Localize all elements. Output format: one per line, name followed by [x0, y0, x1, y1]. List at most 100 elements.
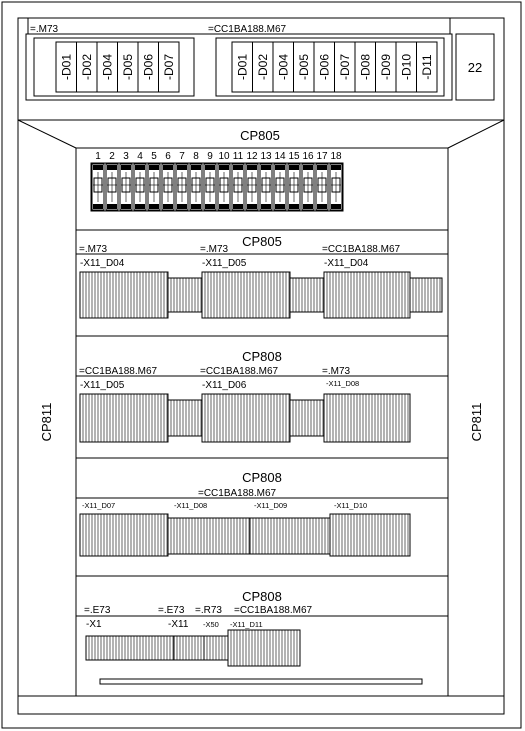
terminal-number: 9	[207, 151, 213, 162]
terminal-number: 10	[218, 151, 230, 162]
section-2-block-3-label: -X11_D08	[326, 379, 359, 388]
module-label: -D07	[338, 54, 352, 80]
module-label: -D02	[256, 54, 270, 80]
terminal-cell	[175, 163, 189, 211]
module-label: -D08	[358, 54, 372, 80]
bottom-bar	[99, 678, 423, 685]
terminal-cell	[259, 163, 273, 211]
section-3-title: CP808	[242, 470, 282, 485]
terminal-block-large	[201, 271, 291, 319]
terminal-cell	[315, 163, 329, 211]
terminal-block-small	[289, 399, 325, 437]
module-cell	[416, 41, 438, 93]
terminal-block-small	[409, 277, 443, 313]
terminal-number: 14	[274, 151, 286, 162]
terminal-cell	[231, 163, 245, 211]
side-label-left: CP811	[39, 403, 54, 442]
terminal-cell	[329, 163, 343, 211]
section-3-block-3-label: -X11_D09	[254, 501, 287, 510]
section-2-tag-2: =CC1BA188.M67	[200, 366, 279, 377]
section-4-block-2-label: -X11	[168, 619, 189, 630]
section-2-block-2-label: -X11_D06	[202, 380, 247, 391]
section-4-block-4-label: -X11_D11	[230, 620, 263, 629]
terminal-block-small	[289, 277, 325, 313]
section-1-block-3-label: -X11_D04	[324, 258, 369, 269]
terminal-rails	[79, 271, 443, 667]
terminal-number: 16	[302, 151, 314, 162]
header-title: CP805	[240, 128, 280, 143]
terminal-number: 8	[193, 151, 199, 162]
section-3-block-4-label: -X11_D10	[334, 501, 367, 510]
terminal-number: 7	[179, 151, 185, 162]
terminal-cell	[119, 163, 133, 211]
terminal-cell	[189, 163, 203, 211]
section-4-block-1-label: -X1	[86, 619, 102, 630]
module-label: -D05	[297, 54, 311, 80]
module-label: -D01	[235, 54, 249, 80]
module-label: -D06	[317, 54, 331, 80]
terminal-cell	[273, 163, 287, 211]
terminal-block-large	[201, 393, 291, 443]
terminal-block-small	[173, 635, 205, 661]
terminal-number: 11	[233, 151, 244, 162]
terminal-block-large	[323, 271, 411, 319]
terminal-cell	[147, 163, 161, 211]
section-3-block-1-label: -X11_D07	[82, 501, 115, 510]
left-module-group: -D01 -D02 -D04 -D05 -D06 -D07	[33, 37, 195, 97]
section-4-tag-4: =CC1BA188.M67	[234, 605, 313, 616]
module-label: -D06	[141, 54, 155, 80]
section-2-block-1-label: -X11_D05	[80, 380, 125, 391]
terminal-cell	[91, 163, 105, 211]
left-group-tag: =.M73	[30, 24, 59, 35]
right-module-group: -D01 -D02 -D04 -D05 -D06 -D07 -D08 -D09 -D10 -D11	[215, 37, 445, 97]
section-4-block-3-label: -X50	[203, 620, 219, 629]
section-2-title: CP808	[242, 349, 282, 364]
terminal-number: 1	[95, 151, 101, 162]
terminal-number: 5	[151, 151, 157, 162]
terminal-block-small	[167, 399, 203, 437]
terminal-block-large	[79, 271, 169, 319]
terminal-block-large	[79, 513, 169, 557]
terminal-cell	[133, 163, 147, 211]
terminal-number: 6	[165, 151, 171, 162]
box-number: 22	[468, 60, 482, 75]
section-2-tag-3: =.M73	[322, 366, 351, 377]
terminal-number: 4	[137, 151, 143, 162]
terminal-number: 2	[109, 151, 115, 162]
terminal-cell	[203, 163, 217, 211]
terminal-block-small	[167, 277, 203, 313]
terminal-number: 13	[260, 151, 272, 162]
terminal-block-large	[323, 393, 411, 443]
terminal-cell	[217, 163, 231, 211]
terminal-cell	[105, 163, 119, 211]
terminal-cell	[287, 163, 301, 211]
terminal-block-small	[203, 635, 229, 661]
terminal-block-large	[227, 629, 301, 667]
terminal-block-small	[85, 635, 175, 661]
terminal-strip: 1 2 3 4 5 6 7 8 9 10 11 12 13 14 15 16 17 18	[90, 151, 344, 212]
section-1-title: CP805	[242, 234, 282, 249]
terminal-number: 18	[330, 151, 342, 162]
section-1-block-1-label: -X11_D04	[80, 258, 125, 269]
side-label-right: CP811	[469, 403, 484, 442]
module-label: -D05	[121, 54, 135, 80]
terminal-cell	[161, 163, 175, 211]
section-1-tag-1: =.M73	[79, 244, 108, 255]
terminal-cell	[245, 163, 259, 211]
module-label: -D02	[80, 54, 94, 80]
module-cell	[158, 41, 180, 93]
module-label: -D10	[399, 54, 413, 80]
section-3-block-2-label: -X11_D08	[174, 501, 207, 510]
section-4-tag-1: =.E73	[84, 605, 111, 616]
section-4-tag-3: =.R73	[195, 605, 222, 616]
numbered-box	[455, 33, 495, 101]
terminal-block-medium	[249, 517, 331, 555]
terminal-block-medium	[167, 517, 251, 555]
section-1-tag-2: =.M73	[200, 244, 229, 255]
section-4-title: CP808	[242, 589, 282, 604]
terminal-cell	[301, 163, 315, 211]
module-label: -D11	[420, 54, 434, 79]
top-rail	[25, 33, 453, 101]
mounting-plate	[17, 119, 505, 697]
